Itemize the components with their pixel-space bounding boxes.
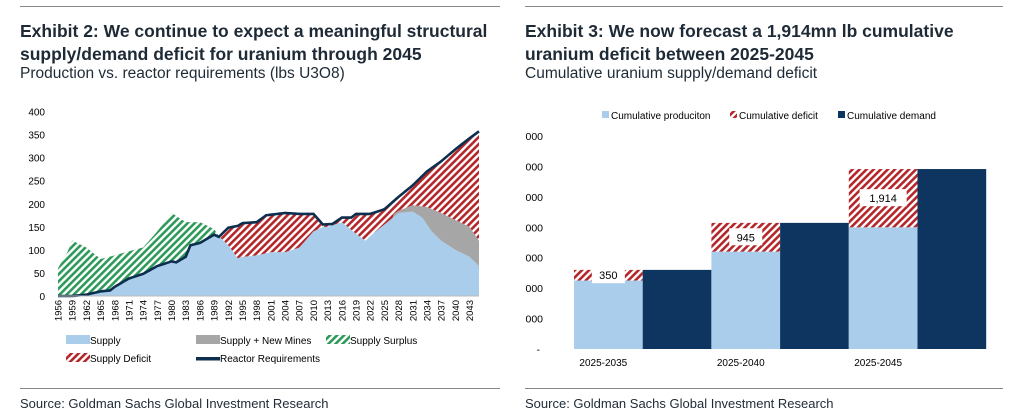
demand-bar xyxy=(917,169,987,349)
y-tick-label: 1,000 xyxy=(525,314,543,326)
title-line-1: Exhibit 2: We continue to expect a meani… xyxy=(20,21,488,41)
y-tick-label: 100 xyxy=(28,246,45,257)
supply-area xyxy=(58,211,479,296)
y-tick-label: 200 xyxy=(28,200,45,211)
x-tick-label: 2028 xyxy=(394,300,405,321)
x-tick-label: 2013 xyxy=(323,300,334,321)
legend-swatch-requirements xyxy=(196,357,220,361)
x-tick-label: 2022 xyxy=(366,300,377,321)
x-tick-label: 2019 xyxy=(352,300,363,321)
y-tick-label: 4,000 xyxy=(525,222,543,234)
y-tick-label: 7,000 xyxy=(525,131,543,143)
reactor-requirements-line xyxy=(58,130,480,298)
legend-swatch-surplus xyxy=(326,335,350,344)
y-tick-label: 2,000 xyxy=(525,283,543,295)
supply-surplus-area xyxy=(58,131,479,296)
x-tick-label: 1968 xyxy=(110,300,121,321)
exhibit-3-panel: Exhibit 3: We now forecast a 1,914mn lb … xyxy=(525,0,1003,415)
y-tick-label: 0 xyxy=(39,292,45,303)
legend-swatch-deficit xyxy=(66,353,90,362)
data-label-bg xyxy=(859,189,907,207)
x-tick-label: 2034 xyxy=(422,300,433,321)
legend-label: Cumulative demand xyxy=(847,111,936,122)
title-line-2: supply/demand deficit for uranium throug… xyxy=(20,44,422,64)
source-note: Source: Goldman Sachs Global Investment … xyxy=(525,396,834,411)
x-tick-label: 2031 xyxy=(408,300,419,321)
data-label-bg xyxy=(591,266,625,284)
top-divider xyxy=(525,6,1003,7)
legend-swatch-new_mines xyxy=(196,335,220,344)
x-tick-label: 1977 xyxy=(153,300,164,321)
legend-label: Cumulative produciton xyxy=(611,111,711,122)
production-bar xyxy=(711,251,781,349)
y-tick-label: 50 xyxy=(34,269,46,280)
legend-label: Supply + New Mines xyxy=(220,336,311,347)
exhibit-2-subtitle: Production vs. reactor requirements (lbs… xyxy=(20,65,345,82)
x-tick-label: 1980 xyxy=(167,300,178,321)
production-bar xyxy=(574,280,643,349)
legend-swatch-demand xyxy=(838,111,845,118)
y-tick-label: 350 xyxy=(28,131,45,142)
legend-label: Supply Surplus xyxy=(350,336,417,347)
area-chart: 0 50 100 150 200 250 300 350 400 1956 1959 1962 1965… xyxy=(28,108,480,365)
exhibit-3-subtitle: Cumulative uranium supply/demand deficit xyxy=(525,65,818,82)
x-tick-label: 1959 xyxy=(68,300,79,321)
bottom-divider xyxy=(20,388,500,389)
production-bar xyxy=(848,227,918,349)
x-category-label: 2025-2045 xyxy=(854,358,902,369)
legend-swatch-production xyxy=(602,111,609,118)
bar-chart: - 1,000 2,000 3,000 4,000 5,000 6,000 7,000 350 2… xyxy=(525,111,987,369)
y-tick-label: 6,000 xyxy=(525,161,543,173)
x-tick-label: 1983 xyxy=(181,300,192,321)
legend-label: Supply Deficit xyxy=(90,354,151,365)
x-tick-label: 1998 xyxy=(252,300,263,321)
x-tick-label: 1992 xyxy=(224,300,235,321)
y-tick-label: 5,000 xyxy=(525,192,543,204)
title-line-1: Exhibit 3: We now forecast a 1,914mn lb … xyxy=(525,21,954,41)
y-tick-label: - xyxy=(537,344,541,356)
data-label: 945 xyxy=(737,232,755,244)
legend-label: Cumulative deficit xyxy=(739,111,818,122)
x-tick-label: 2043 xyxy=(465,300,476,321)
data-label-bg xyxy=(729,228,763,246)
x-tick-label: 2007 xyxy=(295,300,306,321)
y-tick-label: 150 xyxy=(28,223,45,234)
x-category-label: 2025-2040 xyxy=(717,358,765,369)
y-tick-label: 3,000 xyxy=(525,253,543,265)
legend-label: Reactor Requirements xyxy=(220,354,320,365)
x-tick-label: 2016 xyxy=(337,300,348,321)
x-tick-label: 1974 xyxy=(139,300,150,321)
x-tick-label: 2001 xyxy=(266,300,277,321)
x-tick-label: 1989 xyxy=(210,300,221,321)
bottom-divider xyxy=(525,388,1003,389)
x-tick-label: 2010 xyxy=(309,300,320,321)
x-tick-label: 1995 xyxy=(238,300,249,321)
title-line-2: uranium deficit between 2025-2045 xyxy=(525,44,814,64)
y-tick-label: 300 xyxy=(28,154,45,165)
demand-bar xyxy=(642,269,712,349)
y-tick-label: 250 xyxy=(28,177,45,188)
exhibit-2-title: Exhibit 2: We continue to expect a meani… xyxy=(20,20,487,66)
exhibit-2-panel: Exhibit 2: We continue to expect a meani… xyxy=(20,0,500,415)
x-tick-label: 2004 xyxy=(281,300,292,321)
demand-bar xyxy=(780,222,849,349)
x-category-label: 2025-2035 xyxy=(579,358,627,369)
x-tick-label: 1986 xyxy=(195,300,206,321)
top-divider xyxy=(20,6,500,7)
x-tick-label: 1962 xyxy=(82,300,93,321)
data-label: 1,914 xyxy=(869,193,897,205)
x-tick-label: 1965 xyxy=(96,300,107,321)
x-tick-label: 2025 xyxy=(380,300,391,321)
x-tick-label: 1971 xyxy=(124,300,135,321)
legend-swatch-deficit xyxy=(730,111,737,118)
exhibit-3-title: Exhibit 3: We now forecast a 1,914mn lb … xyxy=(525,20,954,66)
legend-label: Supply xyxy=(90,336,121,347)
legend-swatch-supply xyxy=(66,335,90,344)
y-tick-label: 400 xyxy=(28,108,45,119)
source-note: Source: Goldman Sachs Global Investment … xyxy=(20,396,329,411)
x-tick-label: 2040 xyxy=(451,300,462,321)
x-tick-label: 2037 xyxy=(437,300,448,321)
x-tick-label: 1956 xyxy=(54,300,65,321)
data-label: 350 xyxy=(599,270,617,282)
